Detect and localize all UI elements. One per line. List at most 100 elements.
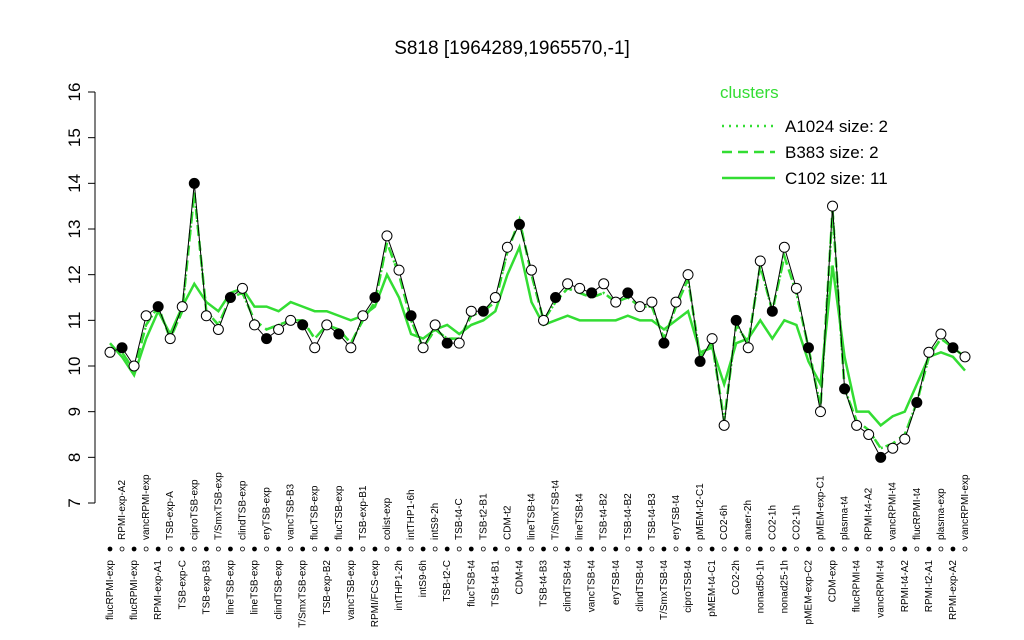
cluster-line	[109, 192, 966, 450]
x-tick-label: T/SmxTSB-t4	[659, 560, 670, 620]
data-point	[694, 355, 706, 367]
rug-dot	[384, 546, 390, 552]
x-tick-label: anaer-2h	[743, 500, 754, 540]
x-tick-label: TSB-exp-C	[177, 560, 188, 609]
rug-dot	[276, 546, 281, 552]
x-tick-label: CDM-exp	[828, 560, 839, 603]
x-tick-label: nonad25-1h	[779, 560, 790, 613]
legend-label: C102 size: 11	[785, 169, 888, 188]
rug-dot	[721, 546, 727, 552]
data-point	[224, 292, 236, 303]
x-tick-label: vancRPMI-t4	[888, 482, 899, 540]
x-tick-label: intS9-2h	[430, 503, 441, 540]
data-point	[851, 419, 863, 431]
data-point	[658, 337, 670, 349]
rug-dot	[504, 546, 510, 552]
rug-dot	[830, 546, 835, 552]
rug-dot	[866, 546, 872, 552]
data-point	[345, 342, 357, 354]
rug-dot	[264, 546, 269, 552]
data-point	[634, 301, 646, 313]
x-tick-label: pMEM-exp-C1	[815, 475, 826, 540]
x-tick-label: flucTSB-exp	[334, 485, 345, 540]
x-tick-label: CO2-2h	[731, 560, 742, 595]
x-tick-label: flucRPMI-t4	[912, 487, 923, 540]
x-tick-label: TSB-t4-B2	[623, 493, 634, 540]
x-tick-label: plasma-exp	[936, 488, 947, 540]
x-tick-label: clindTSB-exp	[274, 560, 285, 620]
x-tick-label: flucTSB-exp	[310, 485, 321, 540]
data-point	[176, 301, 188, 313]
x-tick-label: flucRPMI-t4	[852, 560, 863, 613]
rug-dot	[167, 546, 173, 552]
rug-dot	[191, 546, 197, 552]
rug-dot	[806, 546, 811, 552]
x-tick-label: RPMI-t4-A2	[864, 487, 875, 540]
rug-dot	[577, 546, 583, 552]
y-tick-label: 16	[65, 83, 84, 102]
x-tick-label: flucRPMI-exp	[129, 560, 140, 620]
data-point	[959, 351, 971, 363]
x-tick-label: TSB-exp-B1	[358, 485, 369, 540]
y-tick-label: 12	[65, 265, 84, 284]
x-tick-label: eryTSB-t4	[671, 495, 682, 540]
rug-dot	[781, 546, 787, 552]
x-tick-label: pMEM-t4-C1	[707, 560, 718, 617]
x-tick-label: T/SmxTSB-t4	[551, 480, 562, 540]
rug-dot	[408, 546, 414, 552]
rug-dot	[553, 546, 558, 552]
rug-dot	[685, 546, 691, 552]
rug-dot	[252, 546, 257, 552]
data-point	[453, 337, 465, 349]
rug-dot	[709, 546, 715, 552]
data-point	[116, 342, 128, 354]
rug-dot	[733, 546, 739, 552]
rug-dot	[625, 546, 631, 552]
data-point	[393, 264, 405, 276]
rug-dot	[601, 546, 607, 552]
x-tick-label: TSB-exp-A	[165, 491, 176, 540]
rug-dot	[914, 546, 920, 552]
x-tick-label: clindTSB-t4	[563, 560, 574, 612]
rug-dot	[432, 546, 438, 552]
data-point	[802, 342, 814, 354]
data-point	[513, 218, 525, 230]
data-point	[730, 314, 742, 326]
x-tick-label: lineTSB-exp	[225, 560, 236, 615]
x-tick-label: vancTSB-exp	[346, 560, 357, 620]
x-tick-label: lineTSB-exp	[250, 560, 261, 615]
data-point	[718, 419, 730, 431]
data-point	[911, 397, 923, 409]
x-tick-label: vancRPMI-exp	[141, 474, 152, 540]
x-tick-label: RPMI/FCS-exp	[370, 560, 381, 628]
rug-dot	[565, 546, 571, 552]
x-tick-label: intTHP1-2h	[394, 560, 405, 611]
rug-dot	[902, 546, 908, 552]
x-tick-label: flucTSB-t4	[466, 560, 477, 607]
data-point	[309, 342, 321, 354]
rug-dot	[444, 546, 450, 552]
x-tick-label: RPMI-exp-A1	[153, 560, 164, 620]
rug-dot	[589, 546, 595, 552]
legend-label: B383 size: 2	[785, 143, 879, 162]
rug-dot	[468, 546, 474, 552]
rug-dot	[107, 546, 113, 552]
rug-dot	[745, 546, 751, 552]
data-point	[285, 314, 297, 326]
rug-dot	[649, 546, 655, 552]
rug-dot	[878, 546, 884, 552]
x-tick-label: eryTSB-t4	[611, 560, 622, 605]
data-point	[249, 319, 261, 331]
rug-dot	[348, 546, 354, 552]
data-point	[465, 305, 477, 317]
cluster-line	[109, 243, 966, 428]
x-tick-label: TSB-t4-B2	[599, 493, 610, 540]
data-point	[128, 360, 140, 372]
x-tick-label: pMEM-exp-C2	[803, 560, 814, 625]
y-tick-label: 8	[65, 453, 84, 462]
data-point	[827, 200, 839, 212]
x-tick-label: eryTSB-exp	[262, 487, 273, 540]
x-tick-label: ciproTSB-t4	[683, 560, 694, 613]
rug-dot	[300, 546, 306, 552]
y-tick-label: 11	[65, 312, 84, 330]
